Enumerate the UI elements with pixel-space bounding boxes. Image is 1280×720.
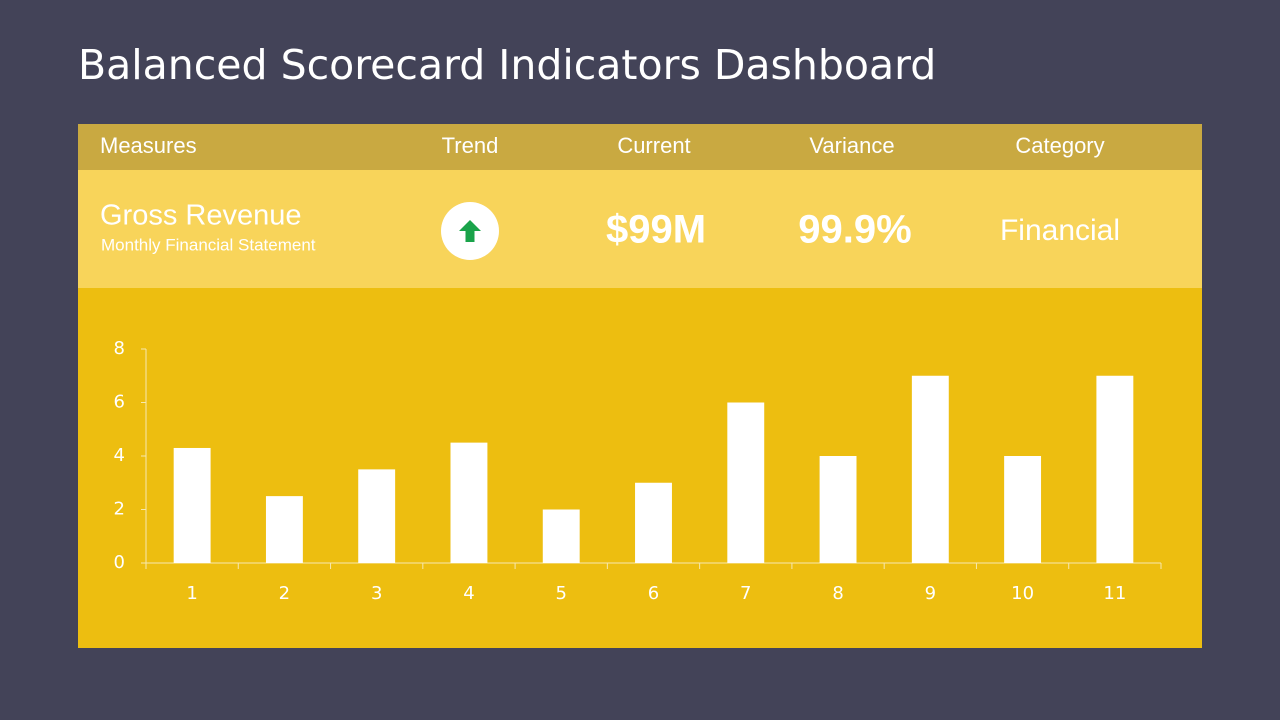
x-tick-label: 4 bbox=[463, 583, 474, 604]
header-cell: Category bbox=[1015, 133, 1104, 158]
category-value: Financial bbox=[1000, 214, 1120, 247]
x-tick-label: 1 bbox=[186, 583, 197, 604]
bar bbox=[1096, 375, 1134, 563]
y-tick-label: 8 bbox=[114, 338, 125, 359]
bar bbox=[450, 442, 488, 563]
bar bbox=[173, 447, 211, 563]
current-value: $99M bbox=[606, 208, 706, 252]
header-cell: Variance bbox=[809, 133, 894, 158]
y-tick-label: 0 bbox=[114, 552, 125, 573]
y-tick-label: 4 bbox=[114, 445, 125, 466]
bar bbox=[727, 402, 765, 563]
x-tick-label: 9 bbox=[925, 583, 936, 604]
bar bbox=[635, 482, 672, 563]
bar bbox=[542, 509, 580, 563]
x-tick-label: 11 bbox=[1103, 583, 1126, 604]
x-tick-label: 10 bbox=[1011, 583, 1034, 604]
slide-title: Balanced Scorecard Indicators Dashboard bbox=[78, 41, 936, 89]
table-header bbox=[78, 124, 1202, 170]
header-cell: Current bbox=[617, 133, 690, 158]
variance-value: 99.9% bbox=[798, 208, 911, 252]
x-tick-label: 8 bbox=[832, 583, 843, 604]
y-tick-label: 2 bbox=[114, 499, 125, 520]
bar bbox=[265, 496, 303, 563]
bar bbox=[358, 469, 396, 563]
bar bbox=[911, 375, 949, 563]
header-cell: Trend bbox=[442, 133, 499, 158]
measure-name: Gross Revenue bbox=[100, 200, 302, 232]
bar bbox=[1004, 456, 1042, 563]
table-row bbox=[78, 170, 1202, 288]
trend-icon bbox=[441, 202, 499, 260]
x-tick-label: 7 bbox=[740, 583, 751, 604]
y-tick-label: 6 bbox=[114, 392, 125, 413]
x-tick-label: 6 bbox=[648, 583, 659, 604]
x-tick-label: 3 bbox=[371, 583, 382, 604]
measure-description: Monthly Financial Statement bbox=[101, 235, 316, 254]
x-tick-label: 5 bbox=[556, 583, 567, 604]
x-tick-label: 2 bbox=[279, 583, 290, 604]
header-cell: Measures bbox=[100, 133, 197, 158]
bar-chart: 0 2 4 6 8 1 2 3 4 5 6 7 8 9 10 11 bbox=[114, 338, 1162, 604]
bar bbox=[819, 456, 857, 563]
